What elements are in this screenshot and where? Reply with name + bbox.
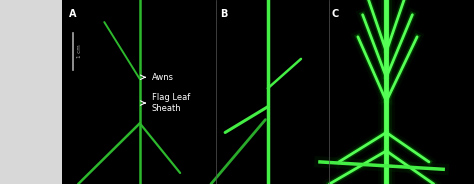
Text: Flag Leaf
Sheath: Flag Leaf Sheath <box>140 93 190 113</box>
Text: B: B <box>220 9 228 19</box>
Text: A: A <box>69 9 76 19</box>
Bar <box>62 0 474 184</box>
Text: Awns: Awns <box>140 73 173 82</box>
Text: 1 cm: 1 cm <box>77 45 82 58</box>
Text: C: C <box>332 9 339 19</box>
